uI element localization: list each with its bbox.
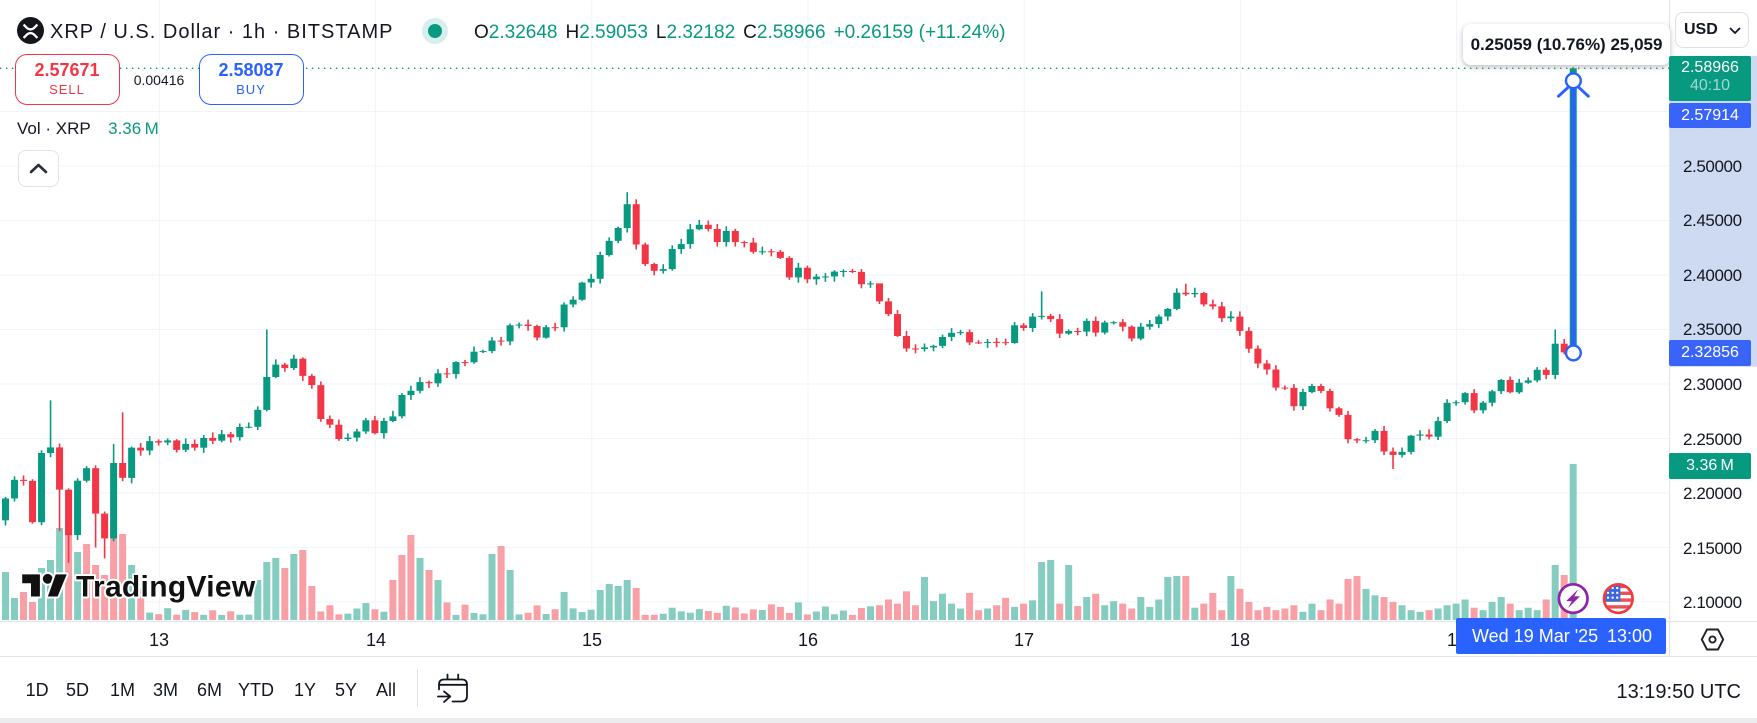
- svg-text:TradingView: TradingView: [76, 571, 256, 604]
